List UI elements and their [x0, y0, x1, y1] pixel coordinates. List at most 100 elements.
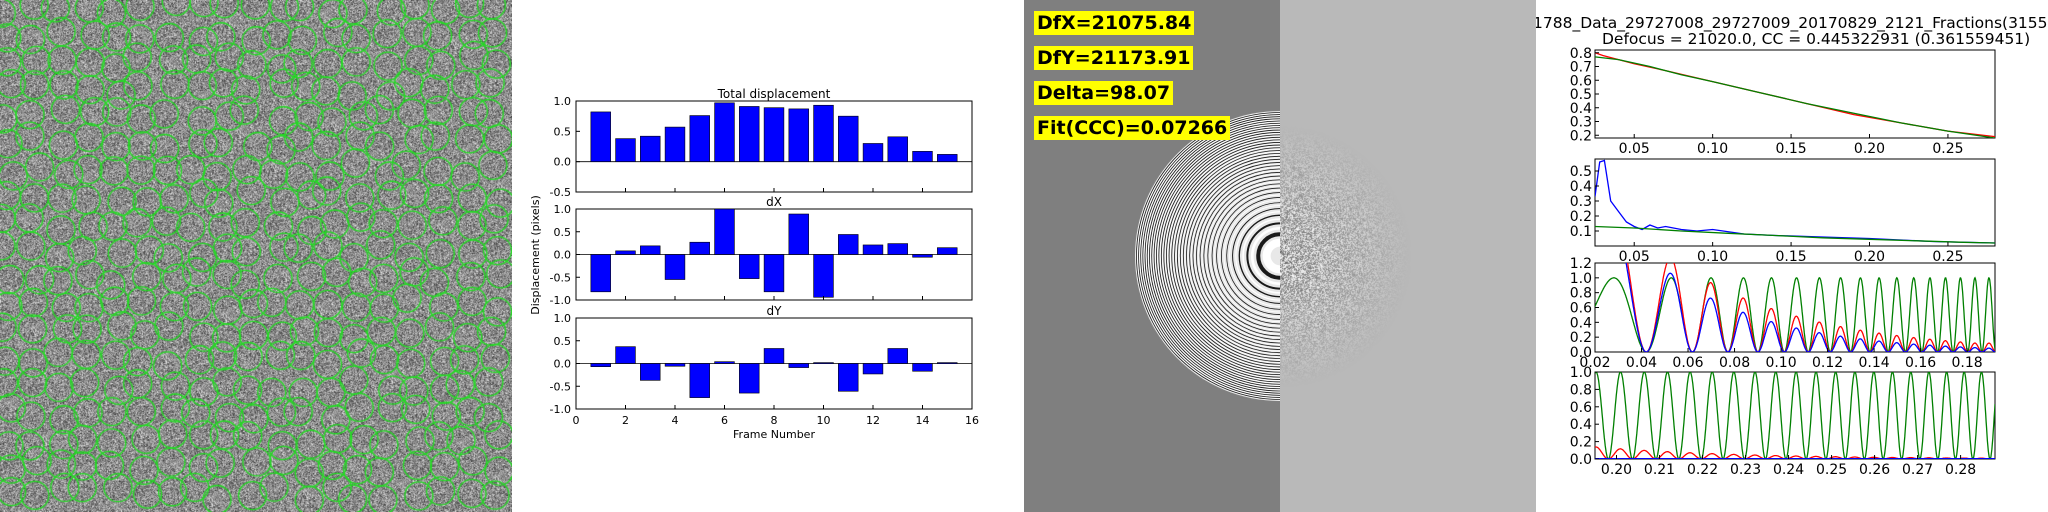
bar	[615, 346, 636, 364]
thon-ring	[1141, 117, 1280, 395]
ctf-x-tick-label: 0.26	[1859, 462, 1890, 478]
ctf-profile-charts: 0.80.70.60.50.40.30.20.05 0.10 0.15 0.20 0.2…	[1570, 46, 1996, 478]
thon-ring	[1163, 139, 1280, 373]
bar	[615, 250, 636, 255]
bar	[788, 363, 809, 368]
thon-ring	[1178, 154, 1280, 358]
thon-ring	[1238, 214, 1280, 298]
bar	[838, 234, 859, 255]
ctf-x-tick-label: 0.16	[1905, 355, 1936, 371]
ctf-power-spectrum-image	[1280, 0, 1536, 512]
ctf-x-tick-label: 0.02	[1579, 355, 1610, 371]
bar	[887, 243, 908, 255]
ctf-y-tick-label: 0.5	[1570, 87, 1592, 103]
ctf-series-green	[1595, 56, 1995, 138]
thon-ring	[1145, 121, 1280, 391]
ctf-profile-panel: 1788_Data_29727008_29727009_20170829_212…	[1536, 0, 2048, 512]
chart-title: dY	[767, 304, 783, 318]
x-tick-label: 4	[672, 414, 679, 427]
ctf-y-tick-label: 0.2	[1570, 209, 1592, 225]
bar	[739, 106, 760, 162]
thon-ring	[1221, 197, 1280, 315]
bar	[640, 245, 661, 255]
ctf-y-tick-label: 0.3	[1570, 194, 1592, 210]
y-tick-label: 0.5	[554, 335, 572, 348]
bar	[838, 115, 859, 162]
thon-ring	[1192, 168, 1280, 344]
y-tick-label: 0.0	[554, 249, 572, 262]
thon-ring	[1213, 189, 1280, 323]
ctf-x-tick-label: 0.21	[1644, 462, 1675, 478]
bar	[937, 154, 958, 162]
bar	[887, 348, 908, 364]
thon-ring	[1223, 199, 1280, 313]
thon-ring	[1201, 177, 1280, 335]
y-axis-label: Displacement (pixels)	[529, 195, 542, 314]
thon-ring	[1256, 232, 1280, 280]
bar	[763, 107, 785, 162]
thon-ring	[1181, 157, 1280, 355]
ctf-y-tick-label: 0.2	[1570, 435, 1592, 451]
thon-ring	[1143, 119, 1280, 393]
bar	[664, 363, 686, 367]
ctf-x-tick-label: 0.20	[1854, 249, 1885, 265]
thon-ring	[1250, 226, 1280, 286]
thon-ring	[1211, 187, 1280, 325]
dfy-label: DfY=21173.91	[1034, 46, 1194, 70]
thon-ring	[1229, 205, 1280, 307]
ctf-series-red	[1595, 446, 1995, 459]
y-tick-label: 1.0	[554, 95, 572, 108]
ctf-y-tick-label: 0.2	[1570, 128, 1592, 144]
bar	[862, 363, 884, 375]
thon-ring	[1177, 153, 1280, 359]
ctf-y-tick-label: 0.0	[1570, 452, 1592, 468]
ctf-x-tick-label: 0.04	[1626, 355, 1657, 371]
bar	[590, 254, 611, 293]
thon-ring	[1154, 130, 1280, 382]
thon-ring	[1207, 183, 1280, 329]
x-tick-label: 16	[965, 414, 979, 427]
bar	[937, 362, 958, 364]
ctf-plot-subtitle: Defocus = 21020.0, CC = 0.445322931 (0.3…	[1602, 30, 2031, 48]
bar	[615, 138, 636, 162]
x-tick-label: 14	[916, 414, 930, 427]
ctf-x-tick-label: 0.25	[1816, 462, 1847, 478]
ctf-series-red	[1627, 263, 1995, 352]
thon-ring	[1140, 116, 1280, 396]
x-tick-label: 12	[866, 414, 880, 427]
dfx-label: DfX=21075.84	[1034, 11, 1195, 35]
y-tick-label: 1.0	[554, 203, 572, 216]
bar	[788, 108, 809, 162]
ctf-x-tick-label: 0.18	[1952, 355, 1983, 371]
thon-ring	[1172, 148, 1280, 364]
thon-ring	[1194, 170, 1280, 342]
y-tick-label: 0.5	[554, 125, 572, 138]
thon-ring	[1151, 127, 1280, 385]
bar	[664, 126, 686, 162]
thon-ring	[1137, 113, 1280, 399]
ctf-plot-frame	[1594, 158, 1996, 247]
x-tick-label: 8	[771, 414, 778, 427]
bar	[862, 244, 884, 255]
y-tick-label: 0.0	[554, 358, 572, 371]
ctf-y-tick-label: 1.0	[1570, 271, 1592, 287]
thon-ring	[1205, 181, 1280, 331]
y-tick-label: -1.0	[550, 403, 571, 416]
micrograph-image	[0, 0, 512, 512]
thon-ring	[1167, 143, 1280, 369]
bar	[590, 111, 611, 162]
thon-ring	[1242, 218, 1280, 294]
thon-ring	[1147, 123, 1280, 389]
thon-ring	[1179, 155, 1280, 357]
thon-ring	[1235, 211, 1280, 301]
ctf-y-tick-label: 0.6	[1570, 301, 1592, 317]
micrograph-panel	[0, 0, 512, 512]
thon-ring	[1171, 147, 1280, 365]
thon-ring	[1216, 192, 1280, 320]
ctf-y-tick-label: 0.4	[1570, 315, 1592, 331]
bar	[838, 363, 859, 392]
ctf-y-tick-label: 0.2	[1570, 330, 1592, 346]
thon-ring	[1218, 194, 1280, 318]
ctf-x-tick-label: 0.24	[1773, 462, 1804, 478]
bar	[689, 115, 710, 162]
